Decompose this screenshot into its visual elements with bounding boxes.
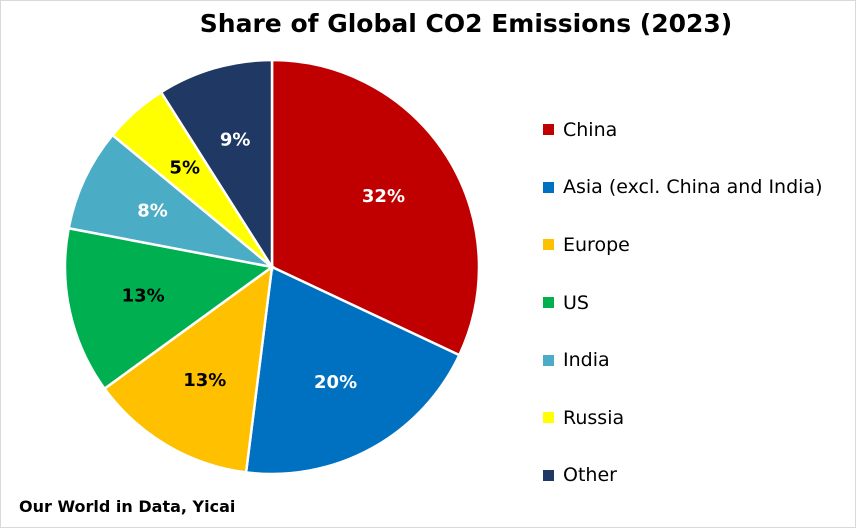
legend-swatch: [543, 181, 554, 193]
legend-swatch: [543, 412, 554, 424]
data-label-6: 9%: [220, 130, 251, 151]
data-label-0: 32%: [362, 186, 405, 207]
chart-title: Share of Global CO2 Emissions (2023): [199, 9, 733, 38]
pie-slice-6: [159, 58, 274, 272]
legend-label: Russia: [563, 406, 625, 429]
data-label-1: 20%: [314, 372, 357, 393]
legend-swatch: [543, 469, 554, 481]
pie-slice-1: [244, 265, 461, 476]
pie-slice-3: [63, 226, 276, 391]
legend-label: Asia (excl. China and India): [563, 176, 823, 199]
data-label-4: 8%: [137, 200, 168, 221]
legend-label: Other: [563, 464, 617, 487]
data-label-5: 5%: [169, 157, 200, 178]
legend-label: US: [563, 291, 589, 314]
legend-swatch: [543, 239, 554, 251]
chart-legend: China Asia (excl. China and India) Europe U…: [543, 101, 822, 504]
legend-item-5: Russia: [543, 389, 822, 447]
legend-item-0: China: [543, 101, 822, 159]
legend-swatch: [543, 297, 554, 309]
legend-item-6: Other: [543, 447, 822, 505]
legend-label: India: [563, 349, 610, 372]
legend-item-4: India: [543, 331, 822, 389]
legend-label: Europe: [563, 233, 630, 256]
data-label-2: 13%: [183, 370, 226, 391]
legend-label: China: [563, 118, 618, 141]
data-label-3: 13%: [122, 285, 165, 306]
pie-slice-0: [270, 58, 481, 357]
source-note: Our World in Data, Yicai: [19, 497, 236, 516]
legend-item-1: Asia (excl. China and India): [543, 159, 822, 217]
legend-item-2: Europe: [543, 216, 822, 274]
pie-slice-4: [67, 133, 273, 269]
legend-swatch: [543, 354, 554, 366]
pie-slice-2: [102, 264, 274, 474]
legend-item-3: US: [543, 274, 822, 332]
legend-swatch: [543, 124, 554, 136]
